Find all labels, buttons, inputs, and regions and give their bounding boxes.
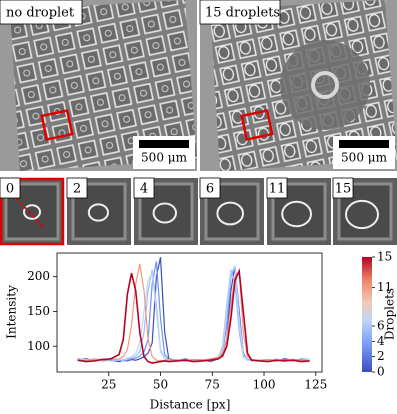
colorbar-tick-label: 2	[377, 349, 385, 363]
y-tick-label: 150	[27, 304, 50, 318]
series-line	[77, 268, 310, 364]
thumbnail-label-box	[332, 177, 354, 199]
colorbar-tick-label: 4	[377, 334, 385, 348]
x-axis-label: Distance [px]	[150, 398, 231, 412]
x-tick-label: 75	[205, 378, 220, 392]
series-line	[77, 263, 310, 362]
plot: 25 50 75 100 125 100 150 200 0 246 11 15	[27, 250, 392, 392]
thumbnail-label-box	[66, 177, 88, 199]
thumbnail-cell	[138, 182, 194, 241]
colorbar-label: Droplets	[383, 288, 397, 340]
scale-bar-label: 500 μm	[141, 151, 188, 165]
y-axis-label: Intensity	[5, 285, 19, 339]
thumbnail-highlight	[0, 177, 65, 246]
scale-bar-label: 500 μm	[341, 151, 388, 165]
x-tick-label: 50	[153, 378, 168, 392]
y-tick-label: 100	[27, 339, 50, 353]
colorbar	[362, 257, 372, 372]
droplet-ring	[345, 199, 379, 230]
thumbnail-label: 15	[335, 182, 352, 197]
thumbnail-label: 0	[6, 182, 14, 197]
image-label: no droplet	[6, 6, 75, 21]
series-line	[77, 264, 310, 362]
image-label: 15 droplets	[205, 6, 280, 21]
colorbar-tick-label: 11	[377, 280, 392, 294]
x-tick-label: 125	[304, 378, 327, 392]
thumbnail-label-box	[199, 177, 221, 199]
thumbnail-label: 4	[140, 182, 148, 197]
colorbar-tick-label: 6	[377, 319, 385, 333]
plot-frame	[56, 252, 323, 373]
colorbar-tick-label: 0	[377, 365, 385, 379]
y-tick-label: 200	[27, 269, 50, 283]
series-line	[77, 261, 310, 362]
droplet-ring	[216, 201, 244, 226]
thumbnail-label: 2	[73, 182, 81, 197]
thumbnail-label-box	[0, 177, 21, 199]
thumbnail-label-box	[266, 177, 288, 199]
profile-line	[15, 197, 45, 229]
image-15-droplets: 15 droplets 500 μm	[199, 0, 397, 171]
thumbnails: 0 2 4 6 11 15	[0, 177, 397, 246]
droplet-ring	[23, 204, 41, 220]
droplet-ring	[87, 203, 110, 222]
thumbnail-label: 11	[269, 182, 286, 197]
x-tick-label: 100	[253, 378, 276, 392]
thumbnail-label: 6	[206, 182, 214, 197]
thumbnail-label-box	[133, 177, 155, 199]
colorbar-tick-label: 15	[377, 250, 392, 264]
droplet-ring	[152, 202, 178, 224]
series-line	[77, 257, 310, 363]
x-tick-label: 25	[101, 378, 116, 392]
droplet-ring	[281, 200, 313, 228]
series-line	[77, 269, 310, 362]
image-no-droplet: no droplet 500 μm	[0, 0, 197, 171]
